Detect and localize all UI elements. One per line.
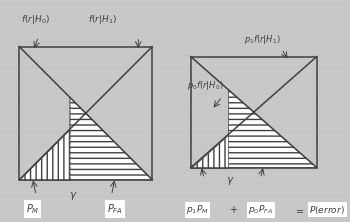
Text: $p_0 f(r|H_0)$: $p_0 f(r|H_0)$ <box>187 79 224 92</box>
Polygon shape <box>19 129 70 180</box>
Text: $+$: $+$ <box>229 204 238 215</box>
Text: $\gamma$: $\gamma$ <box>226 175 234 187</box>
Text: $p_1 P_M$: $p_1 P_M$ <box>186 203 209 216</box>
Text: $f(r|H_1)$: $f(r|H_1)$ <box>89 12 118 26</box>
Polygon shape <box>70 97 152 180</box>
Text: $\gamma$: $\gamma$ <box>69 190 78 202</box>
Text: $=$: $=$ <box>294 205 305 215</box>
Polygon shape <box>229 90 317 168</box>
Text: $p_1 f(r|H_1)$: $p_1 f(r|H_1)$ <box>244 32 280 46</box>
Text: $P_{FA}$: $P_{FA}$ <box>107 202 123 216</box>
Text: $P_M$: $P_M$ <box>26 202 39 216</box>
Text: $f(r|H_0)$: $f(r|H_0)$ <box>21 12 50 26</box>
Polygon shape <box>191 134 229 168</box>
Text: $P(error)$: $P(error)$ <box>309 204 345 216</box>
Text: $p_0 P_{FA}$: $p_0 P_{FA}$ <box>248 203 273 216</box>
